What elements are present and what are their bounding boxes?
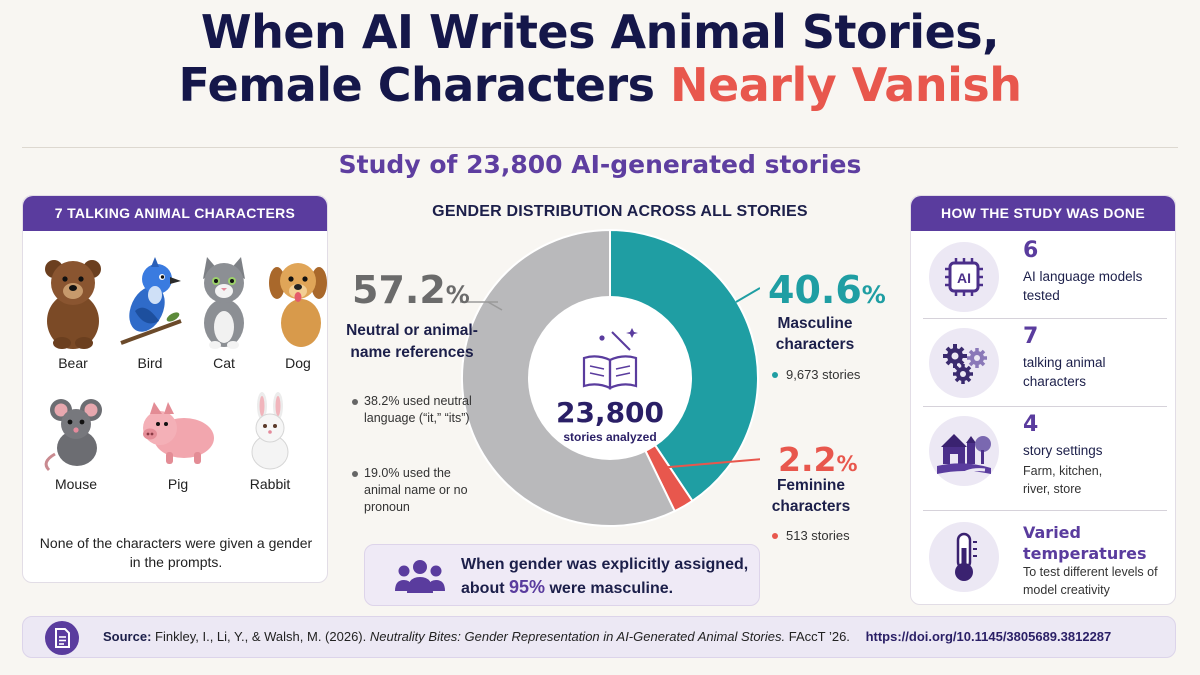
title-line-1: When AI Writes Animal Stories, bbox=[200, 5, 1000, 59]
donut-chart bbox=[460, 228, 760, 527]
title-accent: Nearly Vanish bbox=[670, 58, 1022, 112]
temperatures-desc: To test different levels of model creati… bbox=[1023, 565, 1158, 597]
neutral-percent: 57.2% bbox=[352, 268, 470, 312]
masculine-percent: 40.6% bbox=[768, 268, 886, 312]
characters-count: 7 bbox=[1023, 324, 1039, 349]
masculine-label: Masculine characters bbox=[775, 315, 855, 353]
animal-label: Bird bbox=[137, 355, 163, 371]
animals-panel-heading: 7 TALKING ANIMAL CHARACTERS bbox=[23, 196, 327, 231]
title-line-2: Female Characters Nearly Vanish bbox=[0, 59, 1200, 112]
step-separator bbox=[923, 510, 1167, 511]
source-venue: FAccT ’26. bbox=[788, 629, 850, 644]
center-label: stories analyzed bbox=[563, 430, 657, 444]
step-separator bbox=[923, 318, 1167, 319]
step-settings: 4 story settings Farm, kitchen, river, s… bbox=[923, 408, 1165, 496]
feminine-count: 513 stories bbox=[772, 528, 850, 543]
masculine-callout: When gender was explicitly assigned, abo… bbox=[364, 544, 760, 606]
thermometer-icon bbox=[929, 522, 999, 592]
animal-dog: Dog bbox=[253, 251, 343, 371]
animal-mouse: Mouse bbox=[31, 392, 121, 492]
feminine-label: Feminine characters bbox=[771, 477, 851, 515]
animal-bear: Bear bbox=[28, 251, 118, 371]
book-icon bbox=[582, 328, 638, 390]
temperatures-title: Varied temperatures bbox=[1023, 523, 1147, 563]
animal-label: Dog bbox=[285, 355, 311, 371]
masculine-count: 9,673 stories bbox=[772, 367, 860, 382]
svg-text:AI: AI bbox=[957, 270, 971, 286]
page-title: When AI Writes Animal Stories, Female Ch… bbox=[0, 6, 1200, 112]
title-divider bbox=[22, 147, 1178, 148]
neutral-bullet-1: 38.2% used neutral language (“it,” “its”… bbox=[352, 393, 472, 427]
gears-icon bbox=[929, 328, 999, 398]
animal-bird: Bird bbox=[105, 251, 195, 371]
rabbit-icon bbox=[251, 392, 289, 470]
farm-scene-icon bbox=[929, 416, 999, 486]
center-total: 23,800 bbox=[555, 396, 665, 429]
mouse-icon bbox=[44, 399, 102, 472]
animal-pig: Pig bbox=[133, 392, 223, 492]
animal-cat: Cat bbox=[179, 251, 269, 371]
animal-label: Mouse bbox=[54, 476, 98, 492]
study-method-heading: HOW THE STUDY WAS DONE bbox=[911, 196, 1175, 231]
neutral-label: Neutral or animal-name references bbox=[346, 322, 478, 361]
animal-label: Pig bbox=[167, 476, 189, 492]
callout-text: When gender was explicitly assigned, abo… bbox=[461, 556, 749, 597]
cat-icon bbox=[203, 257, 245, 349]
settings-count: 4 bbox=[1023, 412, 1039, 437]
doi-link[interactable]: https://doi.org/10.1145/3805689.3812287 bbox=[865, 629, 1112, 644]
title-line-2-prefix: Female Characters bbox=[178, 58, 671, 112]
citation: Source: Finkley, I., Li, Y., & Walsh, M.… bbox=[103, 629, 1111, 644]
source-label: Source: bbox=[103, 629, 152, 644]
step-temperatures: Varied temperatures To test different le… bbox=[923, 514, 1165, 600]
animal-label: Bear bbox=[58, 355, 88, 371]
animals-panel: 7 TALKING ANIMAL CHARACTERS Bear Bird bbox=[22, 195, 328, 583]
bear-icon bbox=[45, 260, 101, 349]
neutral-bullet-2: 19.0% used the animal name or no pronoun bbox=[352, 465, 472, 516]
step-models: AI 6 AI language models tested bbox=[923, 234, 1165, 320]
ai-chip-icon: AI bbox=[929, 242, 999, 312]
settings-desc: story settings bbox=[1023, 443, 1103, 458]
models-count: 6 bbox=[1023, 238, 1039, 263]
dog-icon bbox=[269, 263, 327, 347]
animal-rabbit: Rabbit bbox=[225, 392, 315, 492]
animal-label: Cat bbox=[213, 355, 235, 371]
source-paper-title: Neutrality Bites: Gender Representation … bbox=[369, 629, 786, 644]
settings-list: Farm, kitchen, river, store bbox=[1023, 464, 1103, 496]
animal-label: Rabbit bbox=[249, 476, 291, 492]
chart-heading: GENDER DISTRIBUTION ACROSS ALL STORIES bbox=[432, 203, 808, 220]
characters-desc: talking animal characters bbox=[1023, 355, 1106, 389]
study-method-panel: HOW THE STUDY WAS DONE AI 6 AI language … bbox=[910, 195, 1176, 605]
models-desc: AI language models tested bbox=[1023, 269, 1143, 303]
subtitle: Study of 23,800 AI-generated stories bbox=[338, 150, 862, 179]
no-gender-note: None of the characters were given a gend… bbox=[39, 535, 313, 570]
people-group-icon bbox=[395, 560, 445, 593]
bird-icon bbox=[120, 257, 182, 345]
source-authors: Finkley, I., Li, Y., & Walsh, M. (2026). bbox=[155, 629, 367, 644]
feminine-percent: 2.2% bbox=[778, 440, 858, 479]
step-separator bbox=[923, 406, 1167, 407]
callout-highlight: 95% bbox=[509, 577, 546, 597]
document-icon bbox=[45, 621, 79, 655]
source-bar: Source: Finkley, I., Li, Y., & Walsh, M.… bbox=[22, 616, 1176, 658]
step-characters: 7 talking animal characters bbox=[923, 320, 1165, 406]
pig-icon bbox=[143, 402, 214, 464]
